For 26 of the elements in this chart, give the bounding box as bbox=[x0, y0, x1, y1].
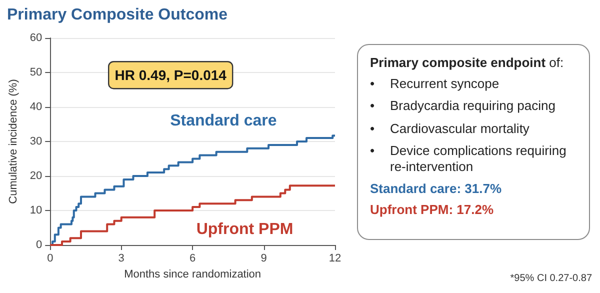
series-label: Upfront PPM bbox=[196, 220, 294, 238]
y-tick-label: 30 bbox=[30, 136, 42, 148]
text: • Bradycardia requiring pacing bbox=[370, 98, 556, 114]
y-tick-label: 10 bbox=[30, 204, 42, 216]
x-tick-label: 3 bbox=[118, 252, 124, 264]
text: • Recurrent syncope bbox=[370, 76, 500, 92]
text: Primary composite endpoint of: bbox=[370, 55, 565, 70]
text: *95% CI 0.27-0.87 bbox=[510, 273, 592, 284]
series-label: Standard care bbox=[170, 112, 277, 130]
x-tick-label: 9 bbox=[260, 252, 267, 264]
x-tick-label: 6 bbox=[190, 252, 196, 264]
chart-title: Primary Composite Outcome bbox=[7, 6, 228, 24]
y-tick-label: 50 bbox=[30, 66, 42, 78]
text: • Device complications requiring re-intervention bbox=[370, 142, 568, 176]
y-axis-title: Cumulative incidence (%) bbox=[8, 79, 20, 204]
legend-label: Upfront PPM: 17.2% bbox=[370, 202, 495, 218]
legend-label: Standard care: 31.7% bbox=[370, 181, 503, 196]
y-tick-label: 60 bbox=[30, 32, 42, 44]
x-axis-title: Months since randomization bbox=[124, 268, 262, 280]
annotation: HR 0.49, P=0.014 bbox=[114, 67, 227, 84]
y-tick-label: 20 bbox=[30, 170, 42, 182]
y-tick-label: 40 bbox=[30, 101, 42, 113]
x-tick-label: 12 bbox=[328, 252, 342, 264]
y-tick-label: 0 bbox=[36, 239, 42, 251]
text: • Cardiovascular mortality bbox=[370, 120, 530, 137]
x-tick-label: 0 bbox=[47, 252, 54, 264]
